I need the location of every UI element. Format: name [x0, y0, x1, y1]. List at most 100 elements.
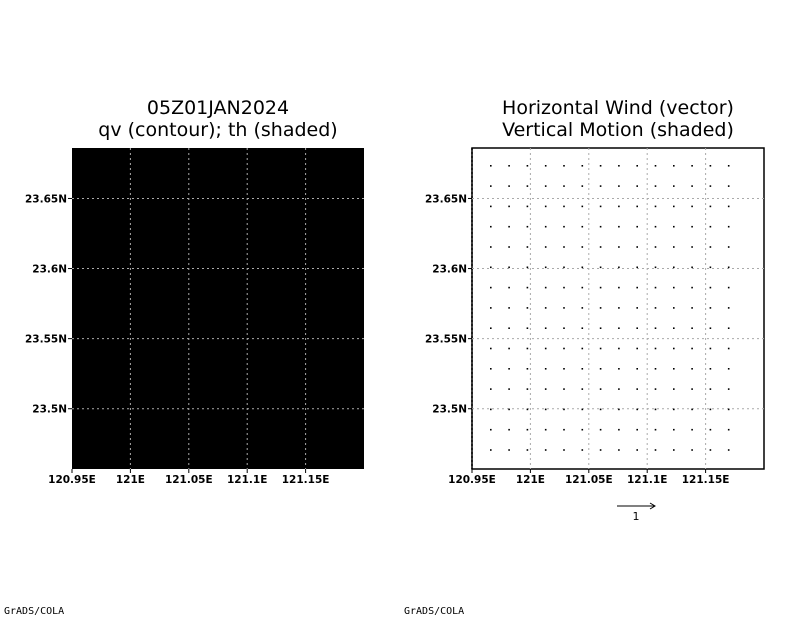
wind-vector-point — [581, 246, 584, 248]
wind-vector-point — [618, 347, 620, 350]
wind-vector-point — [508, 307, 510, 309]
wind-vector-point — [618, 286, 620, 289]
wind-vector-point — [673, 408, 675, 411]
wind-vector-point — [581, 347, 584, 350]
wind-vector-point — [636, 388, 638, 390]
wind-vector-point — [636, 449, 638, 451]
wind-vector-point — [526, 246, 529, 248]
wind-vector-point — [636, 307, 638, 309]
wind-vector-point — [544, 205, 547, 208]
y-tick-label: 23.55N — [25, 334, 67, 346]
wind-vector-point — [490, 449, 492, 451]
wind-vector-point — [709, 408, 712, 411]
wind-vector-point — [709, 327, 712, 329]
wind-vector-point — [709, 347, 712, 350]
wind-vector-point — [618, 307, 620, 309]
wind-vector-point — [508, 428, 510, 431]
wind-vector-point — [563, 165, 565, 167]
wind-vector-point — [673, 225, 675, 228]
x-tick-label: 121.15E — [282, 474, 330, 486]
wind-vector-point — [526, 185, 529, 187]
wind-vector-point — [654, 327, 657, 329]
wind-vector-point — [581, 185, 584, 187]
wind-vector-point — [691, 266, 693, 269]
wind-vector-point — [563, 327, 565, 329]
wind-vector-point — [599, 286, 602, 289]
wind-vector-point — [563, 428, 565, 431]
wind-vector-point — [526, 225, 529, 228]
wind-vector-point — [727, 408, 730, 411]
wind-vector-point — [673, 327, 675, 329]
wind-vector-point — [727, 225, 730, 228]
wind-vector-point — [727, 327, 730, 329]
wind-vector-point — [654, 368, 657, 370]
wind-vector-point — [581, 307, 584, 309]
wind-vector-point — [691, 388, 693, 390]
wind-vector-point — [490, 368, 492, 370]
wind-vector-point — [673, 388, 675, 390]
wind-vector-point — [618, 185, 620, 187]
wind-vector-point — [673, 205, 675, 208]
wind-vector-point — [563, 185, 565, 187]
wind-vector-point — [544, 428, 547, 431]
wind-vector-point — [673, 428, 675, 431]
wind-vector-point — [581, 428, 584, 431]
x-tick-label: 121E — [116, 474, 145, 486]
wind-vector-field — [490, 165, 730, 451]
wind-vector-point — [618, 408, 620, 411]
right-credit-label: GrADS/COLA — [404, 606, 464, 617]
wind-vector-point — [563, 286, 565, 289]
wind-vector-point — [544, 286, 547, 289]
wind-vector-point — [563, 246, 565, 248]
x-tick-label: 120.95E — [48, 474, 96, 486]
wind-vector-point — [544, 225, 547, 228]
wind-vector-point — [581, 408, 584, 411]
wind-vector-point — [508, 408, 510, 411]
wind-vector-point — [544, 388, 547, 390]
wind-vector-point — [490, 185, 492, 187]
wind-vector-point — [618, 388, 620, 390]
wind-vector-point — [691, 368, 693, 370]
wind-vector-point — [618, 368, 620, 370]
wind-vector-point — [544, 368, 547, 370]
wind-vector-point — [581, 205, 584, 208]
wind-vector-point — [563, 408, 565, 411]
wind-vector-point — [618, 449, 620, 451]
wind-vector-point — [654, 449, 657, 451]
wind-vector-point — [673, 165, 675, 167]
wind-vector-point — [618, 246, 620, 248]
wind-vector-point — [709, 205, 712, 208]
wind-vector-point — [654, 286, 657, 289]
wind-vector-point — [636, 266, 638, 269]
wind-vector-point — [654, 428, 657, 431]
wind-vector-point — [599, 347, 602, 350]
left-y-axis-ticks: 23.5N 23.55N 23.6N 23.65N — [25, 193, 72, 416]
wind-vector-point — [727, 368, 730, 370]
right-gridlines — [471, 148, 764, 469]
reference-vector-label: 1 — [633, 510, 640, 523]
left-x-axis-ticks: 120.95E 121E 121.05E 121.1E 121.15E — [48, 469, 329, 486]
wind-vector-point — [490, 408, 492, 411]
wind-vector-point — [490, 165, 492, 167]
wind-vector-point — [691, 225, 693, 228]
wind-vector-point — [636, 246, 638, 248]
y-tick-label: 23.5N — [32, 404, 67, 416]
wind-vector-point — [599, 368, 602, 370]
left-chart-subtitle: qv (contour); th (shaded) — [98, 119, 337, 141]
wind-vector-point — [691, 307, 693, 309]
wind-vector-point — [599, 449, 602, 451]
wind-vector-point — [636, 165, 638, 167]
wind-vector-point — [526, 408, 529, 411]
wind-vector-point — [654, 205, 657, 208]
wind-vector-point — [636, 205, 638, 208]
wind-vector-point — [508, 286, 510, 289]
wind-vector-point — [490, 388, 492, 390]
y-tick-label: 23.6N — [432, 264, 467, 276]
wind-vector-point — [599, 307, 602, 309]
wind-vector-point — [544, 408, 547, 411]
wind-vector-point — [563, 205, 565, 208]
wind-vector-point — [599, 327, 602, 329]
wind-vector-point — [581, 368, 584, 370]
x-tick-label: 121.1E — [227, 474, 267, 486]
